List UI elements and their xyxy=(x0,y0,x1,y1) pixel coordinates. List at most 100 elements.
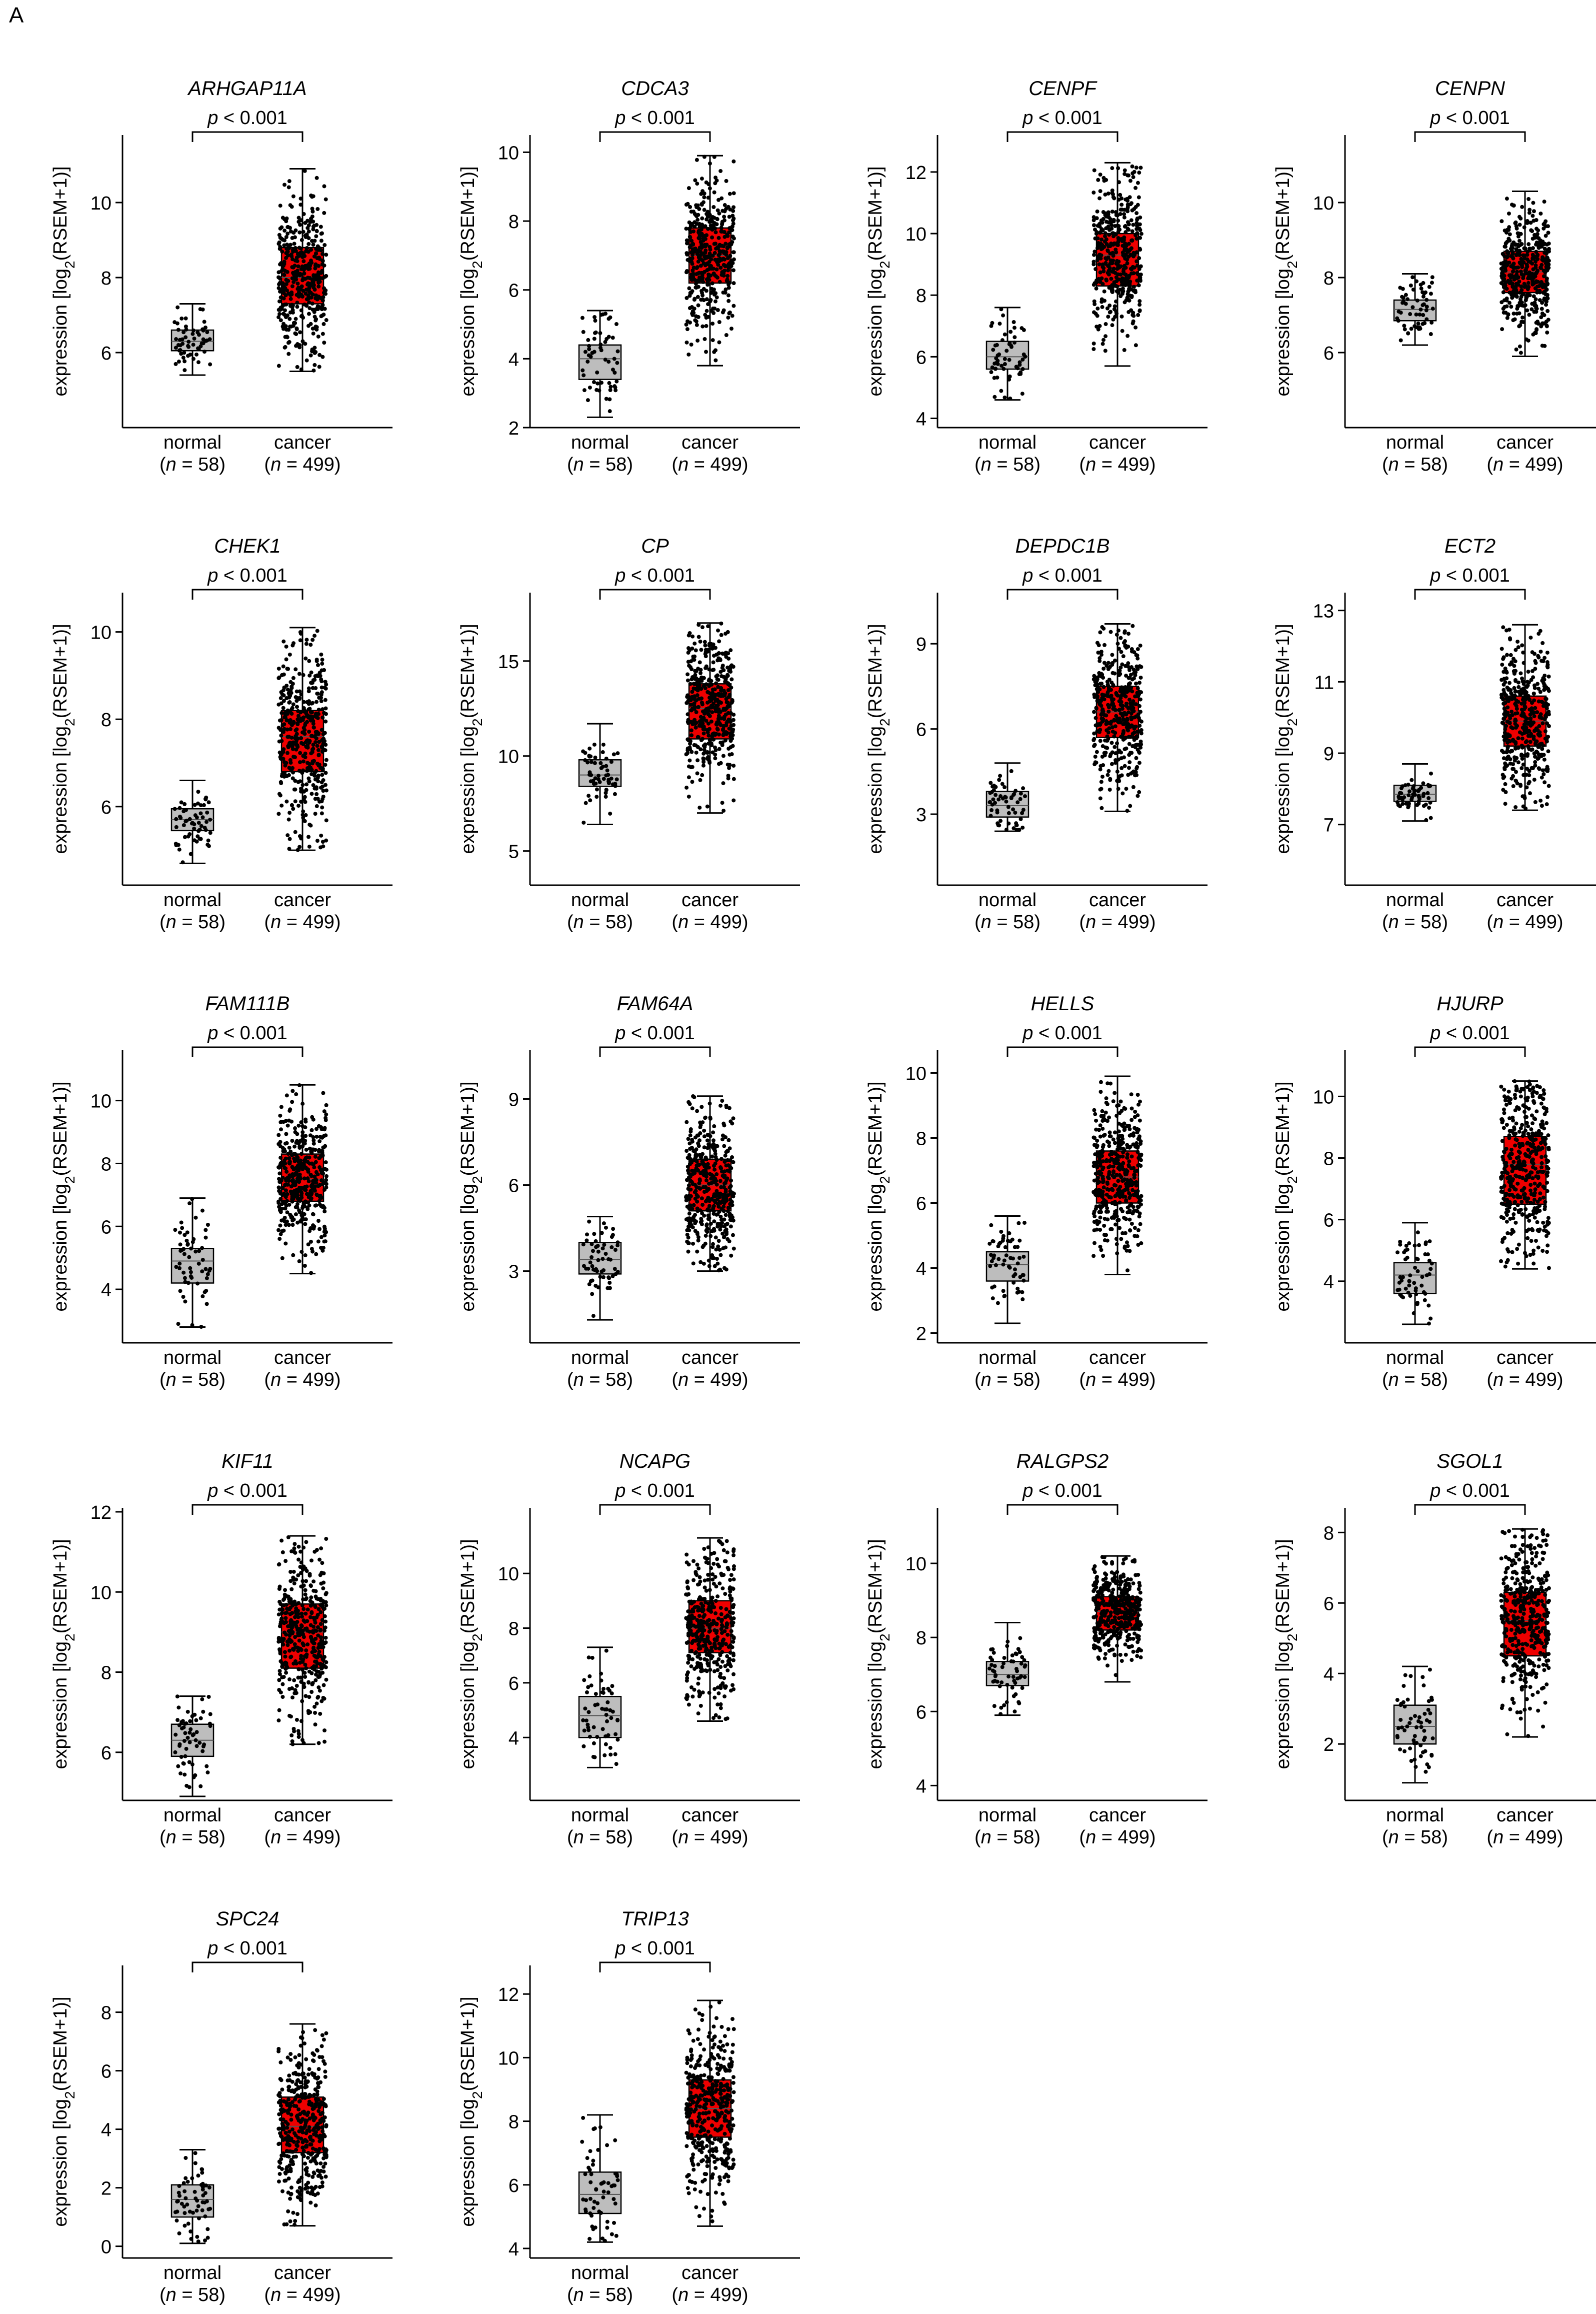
significance-bracket xyxy=(192,1046,304,1057)
data-point xyxy=(316,277,320,281)
data-point xyxy=(290,706,294,710)
data-point xyxy=(300,783,305,787)
x-group-label: cancer xyxy=(1089,890,1146,911)
data-point xyxy=(580,316,584,320)
data-point xyxy=(314,1252,318,1256)
data-point xyxy=(718,1253,723,1257)
data-point xyxy=(713,181,718,186)
data-point xyxy=(1132,271,1136,276)
data-point xyxy=(1504,734,1509,738)
data-point xyxy=(1514,648,1518,652)
data-point xyxy=(320,298,325,303)
data-point xyxy=(709,291,714,295)
data-point xyxy=(313,1154,318,1159)
y-tick-label: 10 xyxy=(90,1091,112,1112)
data-point xyxy=(304,656,308,661)
data-point xyxy=(288,1189,293,1194)
data-point xyxy=(1117,647,1122,651)
data-point xyxy=(1418,307,1423,312)
data-point xyxy=(1529,276,1534,280)
data-point xyxy=(715,217,720,221)
data-point xyxy=(1094,230,1099,235)
data-point xyxy=(1094,723,1098,728)
data-point xyxy=(1520,242,1524,247)
data-point xyxy=(704,289,708,293)
data-point xyxy=(300,1215,305,1220)
data-point xyxy=(693,178,698,183)
data-point xyxy=(1546,296,1550,301)
data-point xyxy=(302,259,306,264)
data-point xyxy=(300,1124,305,1128)
data-point xyxy=(993,367,998,371)
group-normal: normal(n = 58) xyxy=(1382,273,1448,475)
data-point xyxy=(1136,656,1140,661)
data-point xyxy=(1096,236,1100,241)
data-point xyxy=(1536,320,1540,324)
data-point xyxy=(582,1264,586,1268)
data-point xyxy=(1136,794,1140,798)
data-point xyxy=(995,375,1000,380)
data-point xyxy=(726,762,730,767)
data-point xyxy=(610,1245,614,1250)
data-point xyxy=(1519,754,1524,758)
data-point xyxy=(1020,392,1024,396)
y-tick-label: 8 xyxy=(916,286,926,307)
data-point xyxy=(300,238,304,242)
data-point xyxy=(690,268,695,273)
data-point xyxy=(1000,782,1004,786)
data-point xyxy=(588,385,592,390)
data-point xyxy=(1505,653,1510,657)
data-point xyxy=(289,324,294,329)
data-point xyxy=(1108,665,1112,669)
data-point xyxy=(600,750,605,755)
data-point xyxy=(278,277,282,281)
x-group-label: normal xyxy=(978,432,1036,453)
data-point xyxy=(725,246,730,251)
data-point xyxy=(722,244,726,249)
data-point xyxy=(713,242,718,246)
data-point xyxy=(1538,629,1542,633)
data-point xyxy=(714,1235,718,1240)
data-point xyxy=(177,847,182,852)
data-point xyxy=(182,359,187,364)
data-point xyxy=(1105,680,1110,684)
data-point xyxy=(306,312,311,316)
data-point xyxy=(684,296,689,300)
y-tick-label: 3 xyxy=(508,1262,519,1283)
data-point xyxy=(1508,636,1512,641)
data-point xyxy=(324,838,328,843)
data-point xyxy=(316,663,320,667)
data-point xyxy=(604,397,608,401)
data-point xyxy=(1542,247,1547,251)
data-point xyxy=(710,1229,714,1233)
data-point xyxy=(1122,764,1127,768)
data-point xyxy=(991,348,996,352)
data-point xyxy=(1529,678,1534,682)
data-point xyxy=(1098,739,1102,743)
data-point xyxy=(696,203,700,208)
data-point xyxy=(286,687,290,692)
y-tick-label: 4 xyxy=(101,1280,112,1301)
data-point xyxy=(694,725,698,730)
data-point xyxy=(699,298,704,302)
data-point xyxy=(995,808,1000,813)
data-point xyxy=(304,638,309,642)
data-point xyxy=(1127,688,1132,693)
significance-bracket xyxy=(1006,589,1118,600)
data-point xyxy=(1104,278,1109,283)
data-point xyxy=(703,652,708,656)
data-point xyxy=(293,1126,298,1131)
data-point xyxy=(1001,313,1006,318)
data-point xyxy=(1530,256,1535,260)
data-point xyxy=(701,756,706,761)
data-point xyxy=(1102,685,1106,689)
data-point xyxy=(612,384,617,389)
data-point xyxy=(1135,278,1140,283)
data-point xyxy=(299,716,304,721)
data-point xyxy=(694,282,698,286)
data-point xyxy=(1092,347,1096,351)
data-point xyxy=(1513,221,1518,226)
data-point xyxy=(1511,774,1516,778)
data-point xyxy=(1092,260,1096,264)
